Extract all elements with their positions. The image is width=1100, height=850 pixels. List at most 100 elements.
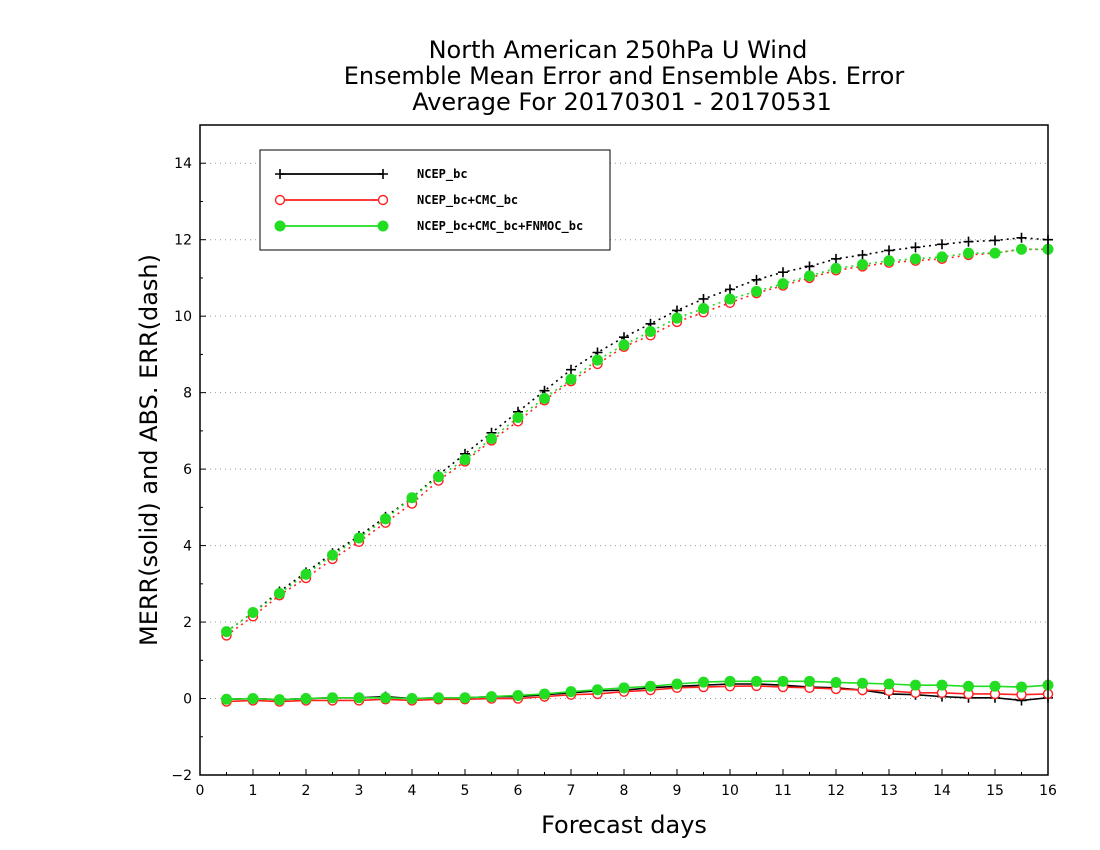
mean-err-point [512,689,524,701]
mean-err-point [671,678,683,690]
abs-err-point [857,259,868,271]
mean-err-point [406,693,418,705]
abs-err-point [910,253,921,265]
mean-err-point [989,680,1001,692]
abs-err-point [778,267,788,278]
legend-marker [378,169,388,179]
mean-err-point [830,676,842,688]
chart-title-line-2: Ensemble Mean Error and Ensemble Abs. Er… [344,62,905,90]
legend-marker [377,194,389,206]
abs-err-point [327,549,338,561]
abs-err-point [618,339,630,351]
abs-err-point [751,274,762,285]
abs-err-point [910,242,921,253]
x-tick-label: 12 [827,783,845,799]
x-tick-label: 15 [986,783,1004,799]
abs-err-point [989,247,1001,259]
abs-err-point [751,285,762,297]
y-tick-label: 4 [183,539,192,555]
abs-err-point [1016,232,1027,243]
abs-err-point [963,236,974,247]
abs-err-point [406,492,418,504]
y-tick-label: 10 [174,309,192,325]
mean-err-point [565,686,577,698]
abs-err-point [300,568,312,580]
mean-err-point [353,692,365,704]
legend-marker [274,220,286,232]
y-tick-label: 2 [183,615,192,631]
abs-err-point [459,454,471,466]
y-tick-label: 8 [183,386,192,402]
abs-err-point [857,250,868,260]
mean-err-point [777,675,789,687]
chart-title: North American 250hPa U Wind Ensemble Me… [344,36,905,116]
mean-err-point [433,692,444,704]
x-tick-label: 7 [567,783,576,799]
mean-err-point [883,678,895,690]
mean-err-point [247,693,259,705]
abs-err-point [830,262,842,274]
mean-err-point [539,688,550,700]
y-tick-label: 0 [183,692,192,708]
legend-marker [275,169,285,179]
abs-err-point [1016,243,1027,255]
x-tick-label: 2 [302,783,311,799]
mean-err-point [698,676,709,688]
abs-err-point [804,261,815,272]
y-axis-label: MERR(solid) and ABS. ERR(dash) [135,254,163,646]
mean-err-point [724,675,736,687]
chart-title-line-1: North American 250hPa U Wind [429,36,808,64]
abs-err-point [777,278,789,290]
legend-label: NCEP_bc+CMC_bc+FNMOC_bc [417,219,583,234]
x-tick-label: 16 [1039,783,1057,799]
abs-err-point [274,587,285,599]
abs-err-point [539,392,550,404]
x-axis-label: Forecast days [541,811,707,839]
mean-err-point [645,680,656,692]
abs-err-point [592,354,603,366]
abs-err-point [831,253,841,264]
abs-err-point [380,513,391,525]
abs-err-point [565,373,577,385]
series-layer [221,232,1054,707]
series-3 [221,243,1054,706]
mean-err-point [486,691,497,703]
mean-err-point [327,692,338,704]
x-tick-label: 3 [355,783,364,799]
y-axis: −2 0 2 4 6 8 10 12 14 [171,156,206,784]
legend-marker [377,220,389,232]
x-tick-label: 1 [249,783,258,799]
mean-err-point [751,675,762,687]
legend: NCEP_bc NCEP_bc+CMC_bc NCEP_bc+CMC_bc+FNMO… [259,149,611,251]
abs-err-point [671,312,683,324]
abs-err-point [883,255,895,267]
mean-err-point [963,680,974,692]
mean-err-point [274,694,285,706]
mean-err-point [592,684,603,696]
abs-err-line [226,248,1048,633]
mean-err-point [300,693,312,705]
legend-label: NCEP_bc+CMC_bc [417,193,518,208]
mean-err-point [1016,681,1027,693]
abs-err-line [226,248,1048,637]
x-tick-label: 5 [461,783,470,799]
mean-err-point [857,677,868,689]
abs-err-point [936,251,948,263]
legend-label: NCEP_bc [417,167,468,182]
y-tick-label: 12 [174,233,192,249]
abs-err-line [226,236,1049,633]
x-axis: 0 1 2 3 4 5 6 7 8 9 10 11 12 13 14 15 16 [196,769,1057,799]
abs-err-point [221,626,232,638]
abs-err-point [724,293,736,305]
abs-err-point [698,303,709,315]
abs-err-point [884,245,894,256]
abs-err-point [566,364,576,375]
abs-err-point [937,239,947,250]
mean-err-point [459,692,471,704]
abs-err-point [433,471,444,483]
x-tick-label: 11 [774,783,792,799]
mean-err-point [221,693,232,705]
mean-err-point [618,682,630,694]
x-tick-label: 6 [514,783,523,799]
